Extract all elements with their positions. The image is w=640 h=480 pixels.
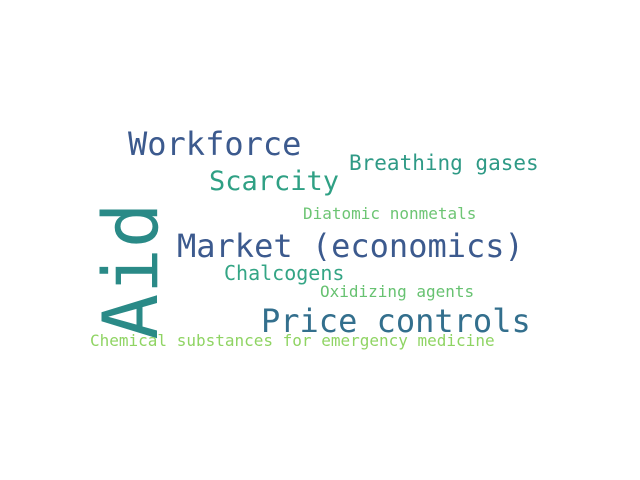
word-oxidizing-agents: Oxidizing agents <box>320 282 475 301</box>
word-chalcogens: Chalcogens <box>224 261 345 285</box>
word-scarcity: Scarcity <box>209 166 340 197</box>
word-breathing-gases: Breathing gases <box>349 151 539 175</box>
word-aid: Aid <box>86 202 175 340</box>
word-price-controls: Price controls <box>261 302 531 340</box>
word-diatomic-nonmetals: Diatomic nonmetals <box>303 204 477 223</box>
word-market-economics: Market (economics) <box>177 227 524 265</box>
word-chemical-substances: Chemical substances for emergency medici… <box>90 331 495 350</box>
word-workforce: Workforce <box>128 125 302 163</box>
